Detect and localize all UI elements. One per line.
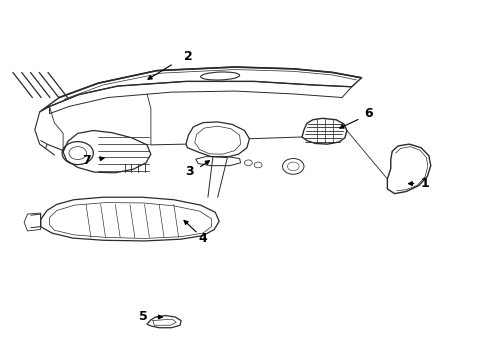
Text: 6: 6 bbox=[364, 107, 372, 120]
Text: 5: 5 bbox=[139, 310, 148, 324]
Text: 3: 3 bbox=[185, 165, 194, 177]
Text: 4: 4 bbox=[198, 231, 207, 244]
Text: 2: 2 bbox=[183, 50, 192, 63]
Text: 7: 7 bbox=[81, 154, 90, 167]
Text: 1: 1 bbox=[420, 177, 428, 190]
